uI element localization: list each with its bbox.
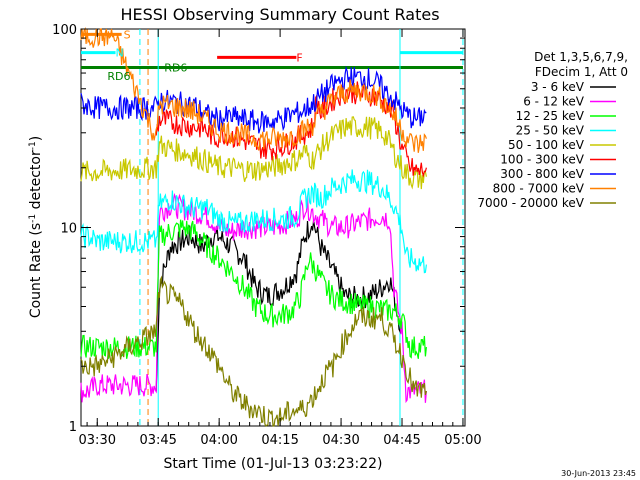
chart-title: HESSI Observing Summary Count Rates (120, 5, 439, 24)
annotation-0: S (124, 28, 131, 41)
legend: Det 1,3,5,6,7,9, FDecim 1, Att 0 3 - 6 k… (477, 50, 628, 210)
x-tick-label-4: 04:30 (322, 433, 359, 448)
legend-label-8: 7000 - 20000 keV (477, 196, 584, 210)
legend-header-line1: Det 1,3,5,6,7,9, (534, 50, 628, 64)
series-line-4 (80, 116, 427, 190)
legend-label-1: 6 - 12 keV (523, 95, 585, 109)
legend-label-4: 50 - 100 keV (508, 138, 585, 152)
series-line-8 (80, 275, 427, 427)
x-axis: 03:30 03:45 04:00 04:15 04:30 04:45 05:00 (79, 29, 482, 448)
x-axis-label: Start Time (01-Jul-13 03:23:22) (163, 456, 382, 472)
series-line-7 (80, 26, 427, 153)
y-tick-label-2: 100 (52, 23, 77, 38)
series-line-6 (80, 65, 427, 134)
y-axis-label-sup1: -1 (28, 214, 38, 223)
y-axis-label-sup2: -1 (28, 141, 38, 150)
annotation-3: RD6 (107, 70, 130, 83)
legend-label-5: 100 - 300 keV (500, 153, 584, 167)
y-axis-label: Count Rate (s-1 detector-1) (28, 136, 44, 318)
y-tick-label-1: 10 (60, 222, 77, 237)
annotation-1: N (116, 47, 124, 60)
y-axis-label-part3: ) (28, 136, 44, 141)
legend-label-6: 300 - 800 keV (500, 167, 584, 181)
vertical-markers (139, 29, 464, 426)
y-axis-label-part2: detector (28, 150, 44, 214)
legend-label-0: 3 - 6 keV (531, 80, 585, 94)
x-tick-label-2: 04:00 (200, 433, 237, 448)
flag-bars (81, 32, 463, 69)
annotation-2: F (296, 51, 302, 64)
series-group (80, 26, 427, 427)
x-tick-label-1: 03:45 (139, 433, 176, 448)
x-tick-label-5: 04:45 (383, 433, 420, 448)
legend-label-3: 25 - 50 keV (516, 124, 585, 138)
legend-label-2: 12 - 25 keV (516, 109, 585, 123)
date-stamp: 30-Jun-2013 23:45 (561, 469, 636, 478)
x-tick-label-3: 04:15 (261, 433, 298, 448)
y-axis-label-part1: Count Rate (s (28, 223, 44, 318)
x-tick-label-6: 05:00 (444, 433, 481, 448)
legend-header-line2: FDecim 1, Att 0 (535, 65, 628, 79)
y-axis: 1 10 100 (52, 23, 465, 435)
annotation-4: RD6 (164, 61, 187, 74)
legend-label-7: 800 - 7000 keV (493, 182, 585, 196)
y-tick-label-0: 1 (69, 420, 77, 435)
series-line-3 (80, 169, 427, 274)
annotations-group: SN F RD6 RD6 (107, 28, 302, 83)
x-tick-label-0: 03:30 (79, 433, 116, 448)
